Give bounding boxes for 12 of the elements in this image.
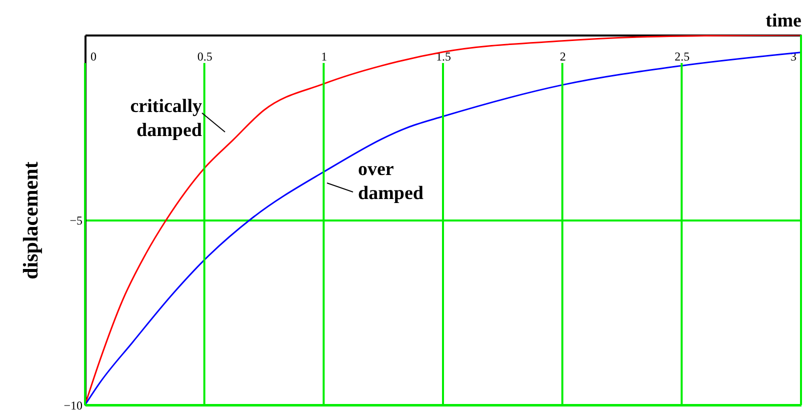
x-tick-label: 1.5 <box>436 50 451 64</box>
y-tick-label: −5 <box>70 214 82 228</box>
x-tick-label: 1 <box>321 50 328 64</box>
y-tick-label: −10 <box>64 398 82 412</box>
annotation: over damped <box>358 159 424 204</box>
y-axis-title: displacement <box>18 162 43 280</box>
x-tick-label: 2 <box>560 50 566 64</box>
x-tick-label: 0.5 <box>197 50 212 64</box>
x-axis-title: time <box>766 10 802 32</box>
x-tick-label: 0 <box>90 50 96 64</box>
x-tick-label: 2.5 <box>674 50 690 64</box>
annotation: critically damped <box>130 96 202 141</box>
